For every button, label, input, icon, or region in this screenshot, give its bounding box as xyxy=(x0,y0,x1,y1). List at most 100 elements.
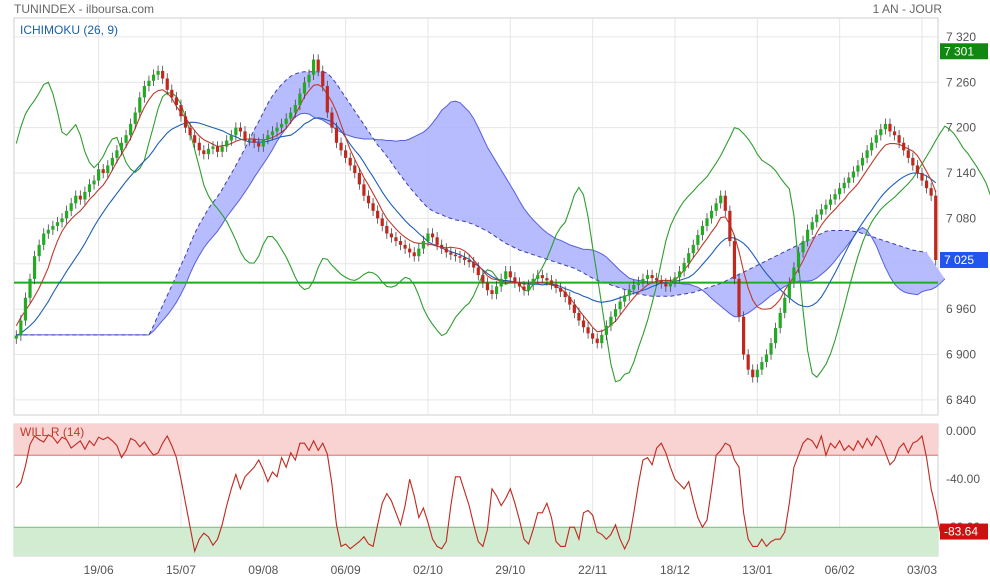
candle-body xyxy=(87,184,92,192)
candle-body xyxy=(613,309,618,317)
candle-body xyxy=(151,74,156,81)
candle-body xyxy=(28,278,32,298)
candle-body xyxy=(609,316,613,326)
candle-body xyxy=(110,157,114,166)
candle-body xyxy=(847,177,851,183)
candle-body xyxy=(32,256,37,279)
candle-body xyxy=(142,86,146,98)
candle-body xyxy=(819,209,823,215)
candle-body xyxy=(732,241,737,279)
candle-body xyxy=(801,241,805,253)
price-tick-label: 6 900 xyxy=(946,348,976,362)
candle-body xyxy=(238,127,243,132)
williams-grid xyxy=(13,423,939,557)
candle-body xyxy=(449,252,453,255)
candle-body xyxy=(618,301,622,310)
candle-body xyxy=(412,252,416,257)
candle-body xyxy=(193,135,197,143)
candle-body xyxy=(655,278,659,281)
candle-body xyxy=(682,263,686,272)
date-tick-label: 18/12 xyxy=(660,563,690,577)
candle-body xyxy=(554,284,558,288)
candle-body xyxy=(490,290,494,295)
candle-body xyxy=(83,191,87,200)
candle-body xyxy=(394,237,398,242)
candle-body xyxy=(444,248,448,253)
candle-body xyxy=(101,169,105,174)
candle-body xyxy=(549,280,554,285)
candle-body xyxy=(874,135,878,143)
candle-body xyxy=(892,131,897,136)
candle-body xyxy=(870,142,874,151)
senkou-span-b-line xyxy=(16,71,927,336)
last-price-tag-box xyxy=(940,251,988,268)
candle-body xyxy=(330,112,334,128)
williams-label: WILL R (14) xyxy=(20,425,85,439)
candle-body xyxy=(527,284,531,291)
candle-body xyxy=(888,123,892,132)
candle-body xyxy=(723,195,727,211)
candle-body xyxy=(668,281,673,287)
price-tick-label: 7 260 xyxy=(946,75,976,89)
candle-body xyxy=(202,150,206,155)
candle-body xyxy=(769,343,773,355)
candle-body xyxy=(929,188,933,196)
candle-body xyxy=(810,222,814,230)
candle-body xyxy=(920,173,924,181)
candle-body xyxy=(774,328,778,344)
candle-body xyxy=(714,203,718,211)
candle-body xyxy=(275,127,279,132)
date-tick-label: 09/08 xyxy=(248,563,278,577)
price-tags: 7 301 7 025 -83.64 xyxy=(940,43,988,540)
candle-body xyxy=(934,195,938,260)
candle-body xyxy=(133,112,137,124)
candle-body xyxy=(229,135,233,141)
candle-body xyxy=(883,123,887,130)
candle-body xyxy=(14,335,18,339)
candle-body xyxy=(348,157,352,166)
candle-body xyxy=(183,116,188,128)
candle-body xyxy=(161,70,165,79)
williams-last-tag-box xyxy=(940,523,988,540)
candle-body xyxy=(586,327,590,334)
candle-body xyxy=(92,180,96,185)
candle-body xyxy=(179,104,183,117)
candle-body xyxy=(206,148,211,155)
candle-body xyxy=(302,82,307,94)
candle-body xyxy=(481,275,485,283)
candle-body xyxy=(284,118,288,124)
candlesticks xyxy=(14,54,938,383)
candle-body xyxy=(389,233,393,238)
ichimoku-cloud xyxy=(16,71,946,336)
candle-body xyxy=(426,233,430,242)
candle-body xyxy=(508,271,512,278)
price-tick-label: 7 320 xyxy=(946,30,976,44)
candle-body xyxy=(46,229,50,234)
candle-body xyxy=(504,271,508,279)
candle-body xyxy=(403,244,407,249)
candle-body xyxy=(353,165,357,174)
candle-body xyxy=(69,203,73,211)
candle-body xyxy=(627,289,631,296)
candle-body xyxy=(623,295,627,302)
candle-body xyxy=(650,275,654,279)
ichimoku-lines xyxy=(14,81,990,383)
candle-body xyxy=(37,244,41,257)
candle-body xyxy=(485,282,490,291)
candle-body xyxy=(833,194,837,200)
candle-body xyxy=(696,235,700,245)
candle-body xyxy=(906,150,910,158)
candle-body xyxy=(307,74,311,83)
candle-body xyxy=(536,275,540,279)
candle-body xyxy=(709,210,714,219)
williams-last-tag: -83.64 xyxy=(944,525,978,539)
candle-body xyxy=(865,150,869,158)
candle-body xyxy=(838,188,842,195)
chikou-span-line xyxy=(15,81,990,383)
candle-body xyxy=(289,112,293,119)
candle-body xyxy=(279,123,284,128)
candle-body xyxy=(321,70,325,87)
candle-body xyxy=(705,218,709,226)
candle-body xyxy=(787,282,791,298)
candle-body xyxy=(129,123,133,136)
